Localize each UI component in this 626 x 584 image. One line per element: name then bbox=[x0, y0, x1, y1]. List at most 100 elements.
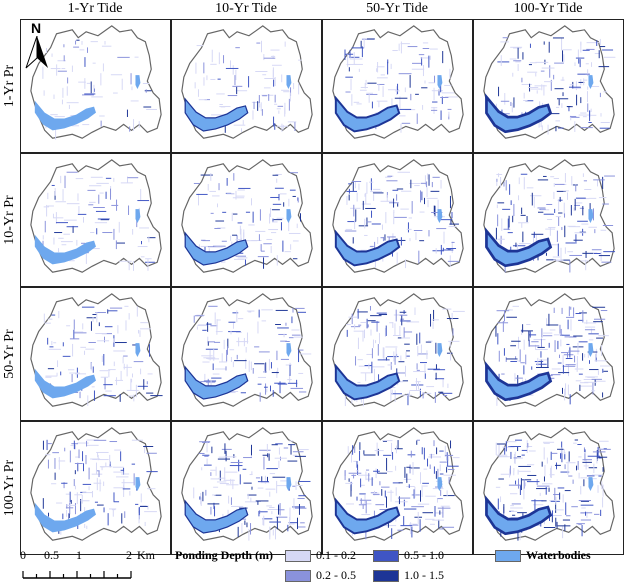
waterbody bbox=[336, 234, 398, 265]
waterbody bbox=[487, 100, 549, 131]
lake bbox=[135, 343, 141, 357]
map-panel-r3-c1 bbox=[20, 287, 171, 421]
waterbody bbox=[336, 502, 398, 533]
waterbody bbox=[185, 502, 247, 533]
map-panel-r2-c2 bbox=[171, 153, 322, 287]
catchment-boundary bbox=[181, 25, 313, 139]
flood-map bbox=[483, 159, 616, 273]
legend-label-0-2-0-5: 0.2 - 0.5 bbox=[316, 568, 356, 582]
map-panel-r1-c1 bbox=[20, 19, 171, 153]
waterbody bbox=[34, 100, 96, 131]
lake bbox=[588, 343, 594, 357]
row-header-50yr-pr: 50-Yr Pr bbox=[0, 287, 20, 421]
row-label: 10-Yr Pr bbox=[2, 195, 17, 245]
legend-swatch-0-5-1-0 bbox=[373, 550, 399, 562]
flood-map bbox=[181, 159, 313, 273]
row-header-100yr-pr: 100-Yr Pr bbox=[0, 421, 20, 555]
row-label: 100-Yr Pr bbox=[2, 459, 17, 517]
flood-map bbox=[332, 293, 465, 407]
column-header-1yr-tide: 1-Yr Tide bbox=[67, 1, 123, 16]
legend-swatch-0-1-0-2 bbox=[285, 550, 311, 562]
map-panel-r2-c4 bbox=[473, 153, 624, 287]
north-arrow: N bbox=[24, 20, 50, 70]
scale-tick-0: 0 bbox=[20, 548, 26, 562]
row-label: 50-Yr Pr bbox=[2, 329, 17, 379]
lake bbox=[437, 75, 443, 89]
map-panel-r1-c4 bbox=[473, 19, 624, 153]
flood-map bbox=[30, 159, 162, 273]
lake bbox=[437, 343, 443, 357]
lake bbox=[286, 209, 292, 223]
map-panel-r4-c4 bbox=[473, 421, 624, 555]
map-panel-r2-c1 bbox=[20, 153, 171, 287]
legend-swatch-waterbodies bbox=[495, 550, 521, 562]
scale-bar bbox=[22, 571, 132, 579]
column-header-50yr-tide: 50-Yr Tide bbox=[366, 1, 428, 16]
flood-map bbox=[332, 427, 464, 541]
flood-map bbox=[30, 25, 162, 140]
lake bbox=[135, 75, 141, 89]
lake bbox=[437, 209, 443, 223]
waterbody bbox=[185, 368, 247, 399]
scale-unit: Km bbox=[137, 548, 155, 562]
waterbody bbox=[185, 100, 247, 131]
flood-map bbox=[30, 293, 163, 407]
scale-tick-1: 1 bbox=[76, 548, 82, 562]
lake bbox=[286, 477, 292, 491]
catchment-boundary bbox=[332, 159, 464, 273]
lake bbox=[588, 477, 594, 491]
catchment-boundary bbox=[332, 427, 464, 541]
legend-label-0-1-0-2: 0.1 - 0.2 bbox=[316, 548, 356, 562]
legend-swatch-1-0-1-5 bbox=[373, 570, 399, 582]
waterbody bbox=[185, 234, 247, 265]
map-panel-r4-c3 bbox=[322, 421, 473, 555]
waterbody bbox=[336, 100, 398, 131]
flood-map bbox=[181, 25, 313, 139]
lake bbox=[286, 75, 292, 89]
flood-map bbox=[181, 427, 313, 541]
scale-tick-2: 2 bbox=[126, 548, 132, 562]
map-panel-r2-c3 bbox=[322, 153, 473, 287]
flood-map bbox=[483, 293, 615, 407]
lake bbox=[588, 209, 594, 223]
lake bbox=[135, 209, 141, 223]
waterbody bbox=[487, 502, 549, 533]
lake bbox=[588, 75, 594, 89]
waterbody bbox=[34, 502, 96, 533]
catchment-boundary bbox=[30, 427, 162, 541]
map-panel-r4-c2 bbox=[171, 421, 322, 555]
legend-label-1-0-1-5: 1.0 - 1.5 bbox=[404, 568, 444, 582]
waterbody bbox=[34, 368, 96, 399]
flood-map bbox=[483, 427, 615, 541]
deep-ponding-halo bbox=[184, 499, 249, 534]
legend-label-0-5-1-0: 0.5 - 1.0 bbox=[404, 548, 444, 562]
lake bbox=[135, 477, 141, 491]
waterbody bbox=[487, 368, 549, 399]
column-header-10yr-tide: 10-Yr Tide bbox=[215, 1, 277, 16]
lake bbox=[437, 477, 443, 491]
legend-label-waterbodies: Waterbodies bbox=[526, 548, 591, 562]
north-label: N bbox=[31, 20, 42, 36]
catchment-boundary bbox=[30, 159, 162, 273]
flood-map bbox=[332, 25, 464, 139]
legend-area: 0 0.5 1 2 Km bbox=[0, 548, 626, 584]
legend-title: Ponding Depth (m) bbox=[175, 548, 274, 562]
legend-swatch-0-2-0-5 bbox=[285, 570, 311, 582]
waterbody bbox=[34, 234, 96, 265]
north-arrow-icon bbox=[25, 36, 48, 69]
catchment-boundary bbox=[30, 293, 162, 407]
map-panel-r3-c3 bbox=[322, 287, 473, 421]
flood-map-grid bbox=[20, 19, 624, 555]
map-panel-r4-c1 bbox=[20, 421, 171, 555]
row-header-10yr-pr: 10-Yr Pr bbox=[0, 153, 20, 287]
flood-map bbox=[30, 427, 162, 541]
catchment-boundary bbox=[30, 25, 162, 139]
waterbody bbox=[487, 234, 549, 265]
row-header-1yr-pr: 1-Yr Pr bbox=[0, 19, 20, 153]
catchment-boundary bbox=[332, 25, 464, 139]
column-header-100yr-tide: 100-Yr Tide bbox=[513, 1, 583, 16]
waterbody bbox=[336, 368, 398, 399]
map-panel-r3-c2 bbox=[171, 287, 322, 421]
scale-tick-0-5: 0.5 bbox=[44, 548, 59, 562]
flood-map bbox=[332, 159, 464, 273]
